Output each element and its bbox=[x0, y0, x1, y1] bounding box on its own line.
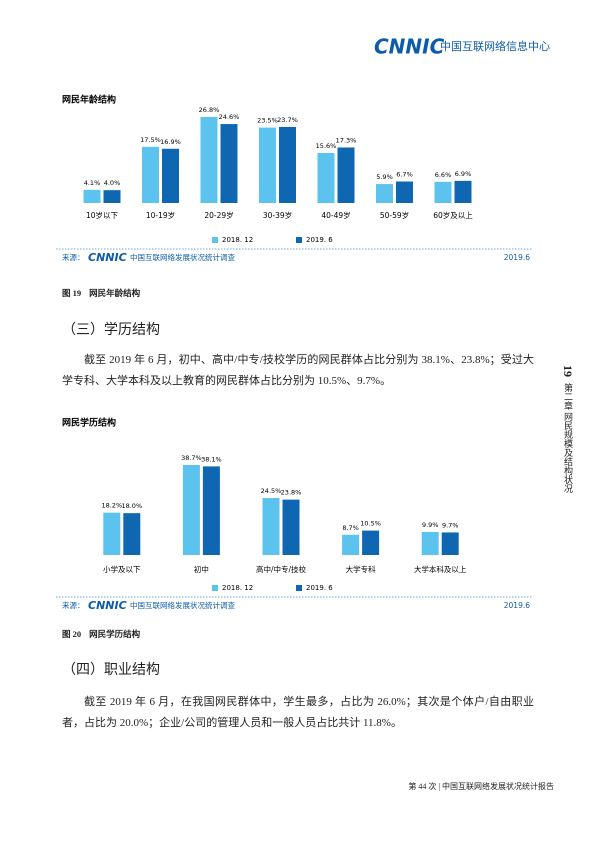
bar bbox=[454, 180, 472, 203]
footer: 第 44 次 | 中国互联网络发展状况统计报告 bbox=[408, 782, 554, 791]
source-prefix: 来源： bbox=[62, 601, 85, 610]
figure-caption: 图 20 网民学历结构 bbox=[62, 628, 140, 640]
bar bbox=[202, 466, 220, 555]
value-label: 17.5% bbox=[140, 136, 161, 144]
value-label: 15.6% bbox=[316, 142, 337, 150]
bar bbox=[317, 152, 335, 203]
value-label: 38.1% bbox=[201, 455, 222, 463]
source-logo: CNNIC bbox=[88, 599, 127, 612]
bar bbox=[396, 181, 413, 203]
value-label: 10.5% bbox=[360, 520, 381, 528]
bar bbox=[142, 146, 159, 203]
value-label: 4.0% bbox=[104, 179, 121, 187]
bar bbox=[103, 190, 121, 203]
bar bbox=[262, 498, 280, 555]
header-org: 中国互联网络信息中心 bbox=[440, 39, 550, 53]
figure-caption: 图 19 网民年龄结构 bbox=[62, 287, 140, 299]
x-tick-label: 大学专科 bbox=[346, 564, 376, 574]
bar bbox=[103, 512, 121, 555]
x-tick-label: 20-29岁 bbox=[204, 210, 233, 220]
legend-label: 2018. 12 bbox=[222, 584, 253, 592]
x-tick-label: 初中 bbox=[194, 564, 209, 574]
value-label: 23.8% bbox=[281, 489, 302, 497]
legend-label: 2019. 6 bbox=[306, 236, 333, 244]
source-prefix: 来源： bbox=[62, 253, 85, 262]
caption-text: 网民学历结构 bbox=[89, 629, 141, 639]
legend-label: 2018. 12 bbox=[222, 236, 253, 244]
value-label: 26.8% bbox=[199, 106, 220, 114]
bar bbox=[337, 147, 355, 203]
x-tick-label: 大学本科及以上 bbox=[414, 564, 467, 574]
legend-label: 2019. 6 bbox=[306, 584, 333, 592]
value-label: 9.9% bbox=[422, 521, 439, 529]
x-tick-label: 50-59岁 bbox=[380, 210, 409, 220]
legend-swatch bbox=[212, 585, 218, 591]
source-logo: CNNIC bbox=[88, 251, 127, 264]
bar bbox=[182, 465, 200, 555]
bar bbox=[282, 499, 300, 555]
x-tick-label: 30-39岁 bbox=[263, 210, 292, 220]
header-logo: CNNIC bbox=[374, 35, 445, 59]
value-label: 4.1% bbox=[84, 179, 101, 187]
value-label: 17.3% bbox=[336, 136, 357, 144]
value-label: 16.9% bbox=[160, 138, 181, 146]
caption-number: 图 19 bbox=[62, 288, 82, 298]
source-date: 2019.6 bbox=[504, 253, 530, 262]
bar bbox=[200, 117, 218, 203]
source-name: 中国互联网络发展状况统计调查 bbox=[130, 252, 235, 262]
caption-number: 图 20 bbox=[62, 629, 82, 639]
bar bbox=[259, 127, 276, 203]
bar bbox=[162, 148, 179, 203]
value-label: 18.0% bbox=[121, 502, 142, 510]
bar bbox=[220, 124, 238, 203]
paragraph: 截至 2019 年 6 月，初中、高中/中专/技校学历的网民群体占比分别为 38… bbox=[62, 354, 534, 387]
side-tab: 19 第二章 网民规模及结构状况 bbox=[560, 365, 575, 493]
source-date: 2019.6 bbox=[504, 601, 530, 610]
value-label: 9.7% bbox=[442, 521, 459, 529]
page-number: 19 bbox=[561, 365, 575, 377]
bar bbox=[434, 181, 452, 203]
section-heading: （四）职业结构 bbox=[62, 662, 160, 678]
chapter-title: 第二章 网民规模及结构状况 bbox=[563, 383, 573, 494]
bar bbox=[83, 189, 101, 203]
value-label: 5.9% bbox=[376, 173, 393, 181]
x-tick-label: 10岁以下 bbox=[86, 210, 119, 220]
x-tick-label: 40-49岁 bbox=[321, 210, 350, 220]
bar bbox=[123, 513, 141, 555]
chart-title: 网民学历结构 bbox=[62, 417, 116, 429]
bar bbox=[362, 530, 380, 555]
bar bbox=[342, 534, 360, 555]
paragraph: 截至 2019 年 6 月，在我国网民群体中，学生最多，占比为 26.0%；其次… bbox=[62, 696, 534, 729]
source-name: 中国互联网络发展状况统计调查 bbox=[130, 600, 235, 610]
value-label: 38.7% bbox=[181, 454, 202, 462]
bar bbox=[441, 532, 459, 555]
x-tick-label: 小学及以下 bbox=[103, 564, 141, 574]
x-tick-label: 60岁及以上 bbox=[433, 210, 473, 220]
value-label: 8.7% bbox=[342, 524, 359, 532]
value-label: 24.5% bbox=[261, 487, 282, 495]
value-label: 18.2% bbox=[101, 502, 122, 510]
bar bbox=[376, 184, 393, 203]
bar bbox=[421, 531, 439, 555]
section-heading: （三）学历结构 bbox=[62, 322, 160, 338]
value-label: 6.6% bbox=[435, 171, 452, 179]
x-tick-label: 10-19岁 bbox=[146, 210, 175, 220]
legend-swatch bbox=[296, 237, 302, 243]
legend-swatch bbox=[296, 585, 302, 591]
caption-text: 网民年龄结构 bbox=[89, 288, 141, 298]
x-tick-label: 高中/中专/技校 bbox=[256, 564, 307, 574]
value-label: 23.5% bbox=[257, 117, 278, 125]
bar bbox=[279, 126, 296, 203]
legend-swatch bbox=[212, 237, 218, 243]
value-label: 23.7% bbox=[277, 116, 298, 124]
chart-title: 网民年龄结构 bbox=[62, 94, 116, 106]
value-label: 6.9% bbox=[455, 170, 472, 178]
value-label: 6.7% bbox=[396, 171, 413, 179]
value-label: 24.6% bbox=[219, 113, 240, 121]
